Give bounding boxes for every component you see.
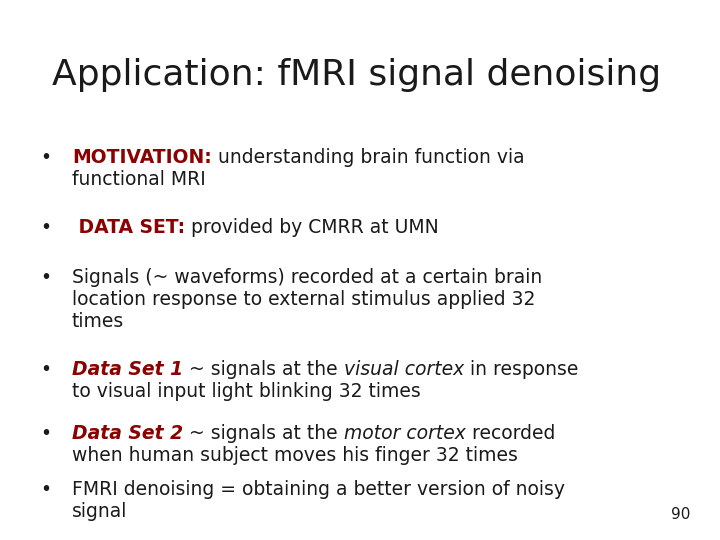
Text: functional MRI: functional MRI: [72, 170, 206, 189]
Text: visual cortex: visual cortex: [343, 360, 464, 379]
Text: •: •: [40, 218, 51, 237]
Text: Data Set 2: Data Set 2: [72, 424, 183, 443]
Text: Signals (~ waveforms) recorded at a certain brain: Signals (~ waveforms) recorded at a cert…: [72, 268, 542, 287]
Text: in response: in response: [464, 360, 578, 379]
Text: signal: signal: [72, 502, 127, 521]
Text: •: •: [40, 268, 51, 287]
Text: to visual input light blinking 32 times: to visual input light blinking 32 times: [72, 382, 420, 401]
Text: recorded: recorded: [466, 424, 555, 443]
Text: •: •: [40, 148, 51, 167]
Text: motor cortex: motor cortex: [343, 424, 466, 443]
Text: DATA SET:: DATA SET:: [72, 218, 185, 237]
Text: times: times: [72, 312, 125, 331]
Text: ~ signals at the: ~ signals at the: [183, 360, 343, 379]
Text: •: •: [40, 480, 51, 499]
Text: •: •: [40, 424, 51, 443]
Text: MOTIVATION:: MOTIVATION:: [72, 148, 212, 167]
Text: ~ signals at the: ~ signals at the: [183, 424, 343, 443]
Text: location response to external stimulus applied 32: location response to external stimulus a…: [72, 290, 536, 309]
Text: Application: fMRI signal denoising: Application: fMRI signal denoising: [52, 58, 661, 92]
Text: when human subject moves his finger 32 times: when human subject moves his finger 32 t…: [72, 446, 518, 465]
Text: Data Set 1: Data Set 1: [72, 360, 183, 379]
Text: understanding brain function via: understanding brain function via: [212, 148, 524, 167]
Text: FMRI denoising = obtaining a better version of noisy: FMRI denoising = obtaining a better vers…: [72, 480, 565, 499]
Text: provided by CMRR at UMN: provided by CMRR at UMN: [185, 218, 439, 237]
Text: 90: 90: [670, 507, 690, 522]
Text: •: •: [40, 360, 51, 379]
